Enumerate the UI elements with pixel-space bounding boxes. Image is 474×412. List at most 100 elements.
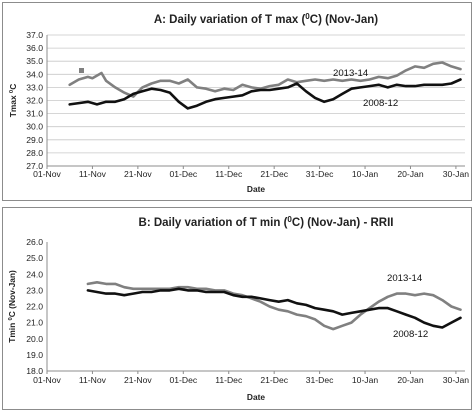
x-tick-label: 30-Jan [443, 169, 469, 179]
data-point [296, 302, 298, 305]
data-point [395, 310, 398, 313]
data-point [350, 312, 353, 314]
chart-title: B: Daily variation of T min (0C) (Nov-Ja… [139, 215, 394, 230]
data-point [377, 300, 380, 303]
data-point [286, 86, 289, 89]
x-tick-label: 20-Jan [397, 169, 423, 179]
series-line-2008-12 [86, 287, 462, 329]
data-point [196, 104, 198, 107]
y-tick-label: 21.0 [26, 318, 43, 328]
data-point [441, 83, 444, 86]
y-axis-label: Tmax 0C [8, 84, 18, 118]
data-point [186, 289, 189, 292]
data-point [296, 82, 298, 85]
data-point [232, 95, 235, 98]
data-point [141, 86, 144, 89]
data-point [423, 321, 425, 324]
data-point [395, 74, 398, 77]
data-point [123, 294, 126, 297]
data-point [332, 98, 335, 101]
data-point [141, 287, 144, 290]
data-point [68, 83, 71, 86]
x-tick-label: 31-Dec [306, 375, 334, 385]
data-point [359, 79, 362, 82]
y-tick-label: 22.0 [26, 302, 43, 312]
data-point [323, 308, 326, 311]
data-point [223, 97, 226, 99]
y-tick-label: 30.0 [26, 122, 43, 132]
data-point [96, 291, 98, 293]
data-point [214, 291, 217, 293]
data-point [114, 292, 117, 295]
data-point [123, 91, 126, 94]
data-point [205, 291, 207, 293]
data-point [305, 304, 307, 306]
data-point [96, 103, 98, 106]
data-point [432, 294, 435, 297]
data-point [268, 85, 271, 87]
tmax-chart: A: Daily variation of T max (0C) (Nov-Ja… [8, 12, 469, 195]
series-line-2013-14 [68, 61, 462, 98]
x-tick-label: 10-Jan [352, 169, 378, 179]
data-point [459, 78, 462, 81]
data-point [105, 79, 107, 82]
data-point [87, 283, 89, 285]
data-point [250, 86, 253, 89]
x-tick-label: 10-Jan [352, 375, 378, 385]
data-point [159, 79, 162, 82]
data-point [395, 292, 398, 295]
data-point [214, 98, 217, 101]
data-point [305, 79, 307, 82]
y-tick-label: 24.0 [26, 269, 43, 279]
data-point [259, 89, 262, 91]
x-tick-label: 31-Dec [306, 169, 334, 179]
data-point [450, 65, 453, 68]
y-tick-label: 35.0 [26, 56, 43, 66]
x-tick-label: 11-Nov [79, 169, 107, 179]
data-point [332, 310, 335, 313]
data-point [414, 316, 416, 319]
data-point [441, 61, 444, 64]
data-point [132, 95, 135, 98]
data-point [241, 83, 244, 86]
data-point [87, 289, 89, 292]
x-axis-label: Date [247, 392, 265, 402]
data-point [423, 292, 425, 295]
data-point [377, 83, 380, 86]
x-tick-label: 11-Dec [215, 375, 243, 385]
y-tick-label: 36.0 [26, 43, 43, 53]
data-point [332, 78, 335, 81]
data-point [250, 90, 253, 93]
data-point [141, 291, 144, 293]
data-point [441, 299, 444, 301]
data-point [305, 90, 307, 93]
data-point [77, 78, 80, 81]
y-tick-label: 37.0 [26, 30, 43, 40]
x-tick-label: 01-Nov [33, 375, 61, 385]
data-point [114, 283, 117, 285]
y-tick-label: 18.0 [26, 366, 43, 376]
y-axis-label: Tmin 0C (Nov-Jan) [7, 270, 17, 343]
data-point [186, 286, 189, 289]
data-point [186, 78, 189, 81]
data-point [205, 87, 207, 90]
data-point [277, 87, 280, 90]
data-point [123, 98, 126, 101]
data-point [305, 315, 307, 318]
data-point [350, 87, 353, 90]
data-point [341, 324, 344, 327]
data-point [223, 291, 226, 293]
series-label: 2013-14 [387, 273, 423, 284]
data-point [368, 78, 371, 81]
data-point [405, 292, 407, 295]
data-point [214, 90, 217, 93]
data-point [159, 289, 162, 292]
data-point [386, 307, 389, 309]
data-point [432, 324, 435, 327]
data-point [341, 313, 344, 316]
data-point [114, 100, 117, 103]
data-point [268, 89, 271, 91]
data-point [332, 328, 335, 330]
data-point [132, 292, 135, 295]
data-point [314, 307, 316, 309]
